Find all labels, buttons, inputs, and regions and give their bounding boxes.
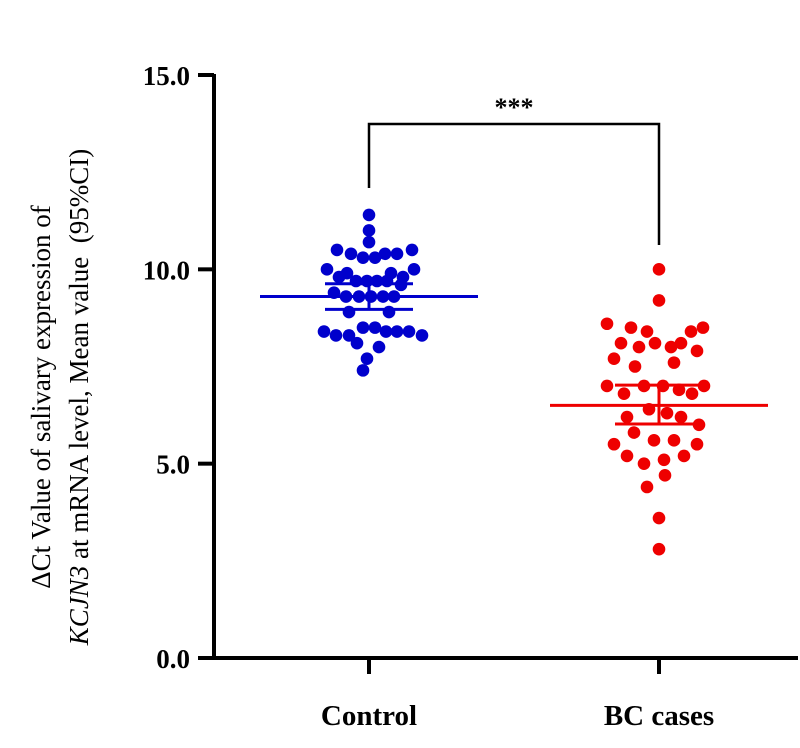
y-axis-label: ΔCt Value of salivary expression of KCJN… [26,149,94,646]
point-control-37 [415,329,429,342]
point-control-10 [320,263,334,276]
point-control-31 [342,329,356,342]
svg-text:ΔCt Value of salivary expressi: ΔCt Value of salivary expression of [26,205,56,589]
point-bc-11 [674,336,688,350]
point-bc-19 [617,387,631,401]
point-bc-28 [607,437,621,451]
significance-bracket: *** [367,93,661,245]
point-control-27 [342,305,356,319]
point-control-14 [407,263,421,276]
point-bc-1 [652,294,666,307]
point-bc-7 [614,336,628,350]
x-tick-label-0: Control [321,700,417,732]
x-ticks: Control BC cases [321,658,714,732]
point-bc-35 [657,453,671,467]
point-bc-30 [647,434,661,447]
y-tick-label-0: 0.0 [156,644,190,674]
point-bc-26 [674,410,688,424]
point-control-39 [372,340,386,354]
point-control-16 [349,274,363,288]
point-bc-38 [640,480,654,494]
point-control-34 [379,325,393,338]
y-axis-label-line2: at mRNA level, Mean value (95%CI) [64,149,94,566]
y-axis-label-gene: KCJN3 [64,566,94,647]
point-control-15 [332,270,346,284]
point-bc-21 [685,387,699,401]
point-control-35 [390,325,404,338]
point-bc-3 [624,321,638,334]
point-control-38 [350,336,364,350]
point-bc-18 [600,379,614,393]
point-bc-37 [658,469,672,482]
point-control-29 [317,325,331,338]
point-bc-40 [652,542,666,556]
y-tick-label-1: 5.0 [156,450,190,480]
point-bc-32 [690,437,704,451]
point-control-7 [378,247,392,261]
point-control-28 [382,305,396,319]
point-bc-22 [697,379,711,393]
point-bc-0 [652,263,666,276]
point-bc-39 [652,511,666,525]
point-bc-15 [667,356,681,369]
point-bc-31 [667,434,681,447]
data-points [317,208,711,556]
point-control-5 [356,251,370,264]
significance-label: *** [495,93,534,122]
x-tick-label-1: BC cases [604,700,714,732]
point-bc-25 [660,406,674,420]
point-bc-8 [632,340,646,354]
point-bc-12 [690,344,704,358]
y-axis-label-line1: ΔCt Value of salivary expression of [26,205,56,589]
point-bc-20 [672,383,686,397]
point-control-4 [344,247,358,261]
svg-text:KCJN3 at mRNA level, Mean valu: KCJN3 at mRNA level, Mean value (95%CI) [64,149,94,646]
point-control-2 [362,235,376,249]
point-control-19 [380,274,394,288]
y-ticks: 0.0 5.0 10.0 15.0 [143,61,214,674]
point-control-41 [356,364,370,377]
point-control-3 [330,243,344,257]
point-control-30 [329,329,343,342]
point-control-8 [390,247,404,261]
point-bc-23 [620,410,634,424]
point-control-6 [368,251,382,264]
point-control-32 [356,321,370,334]
y-tick-label-3: 15.0 [143,61,190,91]
point-bc-9 [648,336,662,350]
point-control-36 [402,325,416,338]
y-tick-label-2: 10.0 [143,255,190,285]
point-bc-36 [677,449,691,463]
point-bc-5 [684,325,698,338]
point-bc-10 [664,340,678,354]
point-control-0 [362,208,376,222]
point-control-1 [362,224,376,237]
point-bc-6 [696,321,710,334]
point-control-9 [405,243,419,257]
point-bc-33 [620,449,634,463]
point-bc-34 [637,457,651,470]
point-bc-4 [640,325,654,338]
mean-ci-bars [260,282,768,426]
point-bc-13 [607,352,621,366]
point-bc-14 [628,360,642,373]
bracket-line [367,122,661,245]
point-control-33 [368,321,382,334]
point-bc-29 [627,426,641,439]
point-control-40 [360,352,374,366]
point-bc-2 [600,317,614,331]
